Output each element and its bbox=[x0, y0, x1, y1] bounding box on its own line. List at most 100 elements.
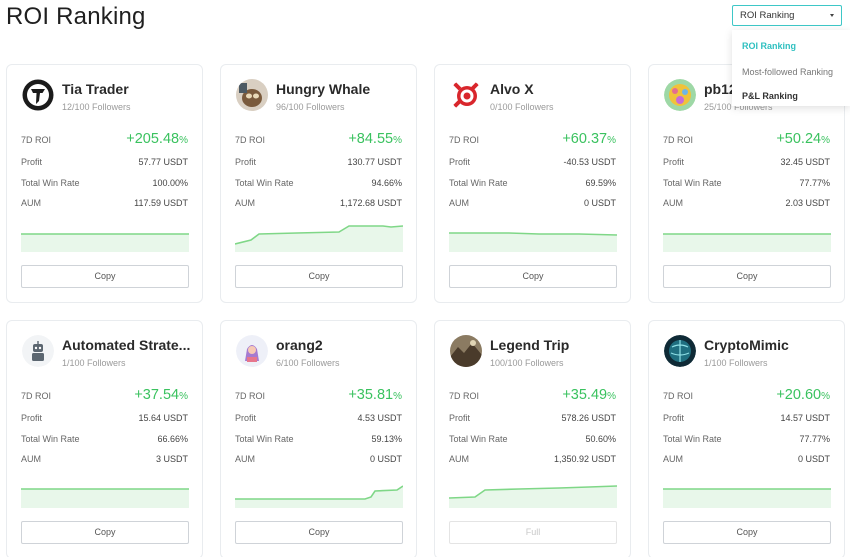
sort-option-roi[interactable]: ROI Ranking bbox=[742, 41, 797, 51]
trader-card[interactable]: Alvo X 0/100 Followers 7D ROI +60.37% Pr… bbox=[434, 64, 631, 303]
roi-sparkline bbox=[21, 233, 189, 252]
profit-label: Profit bbox=[449, 413, 471, 423]
aum-label: AUM bbox=[449, 454, 469, 464]
profit-label: Profit bbox=[235, 157, 257, 167]
win-rate-value: 50.60% bbox=[585, 434, 616, 444]
robot-icon bbox=[22, 335, 54, 367]
roi-sparkline bbox=[21, 488, 189, 508]
trader-name[interactable]: CryptoMimic bbox=[704, 337, 789, 353]
profit-value: 57.77 USDT bbox=[138, 157, 188, 167]
roi-value: +50.24% bbox=[776, 131, 830, 147]
win-rate-label: Total Win Rate bbox=[663, 434, 722, 444]
tia-logo-icon bbox=[22, 79, 54, 111]
win-rate-value: 69.59% bbox=[585, 178, 616, 188]
copy-button[interactable]: Copy bbox=[235, 265, 403, 288]
follower-count: 1/100 Followers bbox=[704, 358, 768, 368]
copy-button[interactable]: Copy bbox=[21, 265, 189, 288]
profit-value: 15.64 USDT bbox=[138, 413, 188, 423]
aum-value: 0 USDT bbox=[797, 454, 830, 464]
profit-value: 4.53 USDT bbox=[357, 413, 402, 423]
trader-card[interactable]: CryptoMimic 1/100 Followers 7D ROI +20.6… bbox=[648, 320, 845, 557]
copy-button[interactable]: Copy bbox=[663, 265, 831, 288]
profit-value: 32.45 USDT bbox=[780, 157, 830, 167]
trader-card[interactable]: Tia Trader 12/100 Followers 7D ROI +205.… bbox=[6, 64, 203, 303]
page-title: ROI Ranking bbox=[6, 3, 146, 30]
trader-name[interactable]: Legend Trip bbox=[490, 337, 570, 353]
roi-label: 7D ROI bbox=[21, 391, 52, 401]
target-icon bbox=[450, 79, 482, 111]
profit-value: 14.57 USDT bbox=[780, 413, 830, 423]
aum-label: AUM bbox=[663, 454, 683, 464]
copy-button[interactable]: Copy bbox=[663, 521, 831, 544]
aum-label: AUM bbox=[449, 198, 469, 208]
aum-value: 3 USDT bbox=[155, 454, 188, 464]
copy-button[interactable]: Copy bbox=[235, 521, 403, 544]
copy-button[interactable]: Copy bbox=[449, 265, 617, 288]
aum-value: 0 USDT bbox=[583, 198, 616, 208]
roi-label: 7D ROI bbox=[449, 135, 480, 145]
win-rate-label: Total Win Rate bbox=[663, 178, 722, 188]
sort-dropdown-menu: ROI Ranking Most-followed Ranking P&L Ra… bbox=[732, 30, 850, 106]
roi-sparkline bbox=[449, 485, 617, 508]
trader-name[interactable]: Automated Strate... bbox=[62, 337, 191, 353]
roi-label: 7D ROI bbox=[235, 135, 266, 145]
roi-sparkline bbox=[663, 488, 831, 508]
aum-label: AUM bbox=[663, 198, 683, 208]
aum-label: AUM bbox=[235, 454, 255, 464]
landscape-photo-icon bbox=[450, 335, 482, 367]
follower-count: 6/100 Followers bbox=[276, 358, 340, 368]
roi-value: +60.37% bbox=[562, 131, 616, 147]
win-rate-label: Total Win Rate bbox=[449, 434, 508, 444]
aum-label: AUM bbox=[21, 198, 41, 208]
sort-select-value: ROI Ranking bbox=[740, 10, 795, 21]
character-icon bbox=[236, 335, 268, 367]
win-rate-label: Total Win Rate bbox=[235, 434, 294, 444]
roi-sparkline bbox=[235, 485, 403, 508]
trader-name[interactable]: Tia Trader bbox=[62, 81, 129, 97]
sort-select[interactable]: ROI Ranking bbox=[732, 5, 842, 26]
trader-card[interactable]: orang2 6/100 Followers 7D ROI +35.81% Pr… bbox=[220, 320, 417, 557]
aum-value: 1,350.92 USDT bbox=[553, 454, 616, 464]
aum-value: 117.59 USDT bbox=[134, 198, 188, 208]
roi-sparkline bbox=[663, 233, 831, 252]
trader-name[interactable]: pb12 bbox=[704, 81, 737, 97]
aum-value: 1,172.68 USDT bbox=[339, 198, 402, 208]
trader-card[interactable]: Hungry Whale 96/100 Followers 7D ROI +84… bbox=[220, 64, 417, 303]
follower-count: 0/100 Followers bbox=[490, 102, 554, 112]
roi-label: 7D ROI bbox=[21, 135, 52, 145]
profit-value: 130.77 USDT bbox=[347, 157, 402, 167]
aum-value: 0 USDT bbox=[369, 454, 402, 464]
roi-sparkline bbox=[449, 232, 617, 252]
roi-sparkline bbox=[235, 225, 403, 252]
full-button[interactable]: Full bbox=[449, 521, 617, 544]
follower-count: 1/100 Followers bbox=[62, 358, 126, 368]
roi-value: +205.48% bbox=[126, 131, 188, 147]
profit-value: 578.26 USDT bbox=[561, 413, 616, 423]
roi-label: 7D ROI bbox=[663, 135, 694, 145]
trader-card[interactable]: Legend Trip 100/100 Followers 7D ROI +35… bbox=[434, 320, 631, 557]
profit-label: Profit bbox=[449, 157, 471, 167]
trader-name[interactable]: Alvo X bbox=[490, 81, 534, 97]
roi-label: 7D ROI bbox=[449, 391, 480, 401]
sort-option-pnl[interactable]: P&L Ranking bbox=[742, 91, 798, 101]
win-rate-label: Total Win Rate bbox=[21, 178, 80, 188]
win-rate-value: 59.13% bbox=[371, 434, 402, 444]
roi-value: +35.81% bbox=[348, 387, 402, 403]
follower-count: 96/100 Followers bbox=[276, 102, 345, 112]
trader-name[interactable]: Hungry Whale bbox=[276, 81, 371, 97]
aum-label: AUM bbox=[21, 454, 41, 464]
win-rate-value: 100.00% bbox=[152, 178, 188, 188]
win-rate-value: 77.77% bbox=[799, 434, 830, 444]
colorful-pattern-icon bbox=[664, 79, 696, 111]
win-rate-value: 66.66% bbox=[157, 434, 188, 444]
profit-label: Profit bbox=[21, 157, 43, 167]
roi-value: +35.49% bbox=[562, 387, 616, 403]
trader-name[interactable]: orang2 bbox=[276, 337, 323, 353]
copy-button[interactable]: Copy bbox=[21, 521, 189, 544]
sort-option-most-followed[interactable]: Most-followed Ranking bbox=[742, 67, 834, 77]
win-rate-value: 94.66% bbox=[371, 178, 402, 188]
trader-card[interactable]: Automated Strate... 1/100 Followers 7D R… bbox=[6, 320, 203, 557]
roi-value: +37.54% bbox=[134, 387, 188, 403]
profit-label: Profit bbox=[663, 157, 685, 167]
profit-label: Profit bbox=[21, 413, 43, 423]
